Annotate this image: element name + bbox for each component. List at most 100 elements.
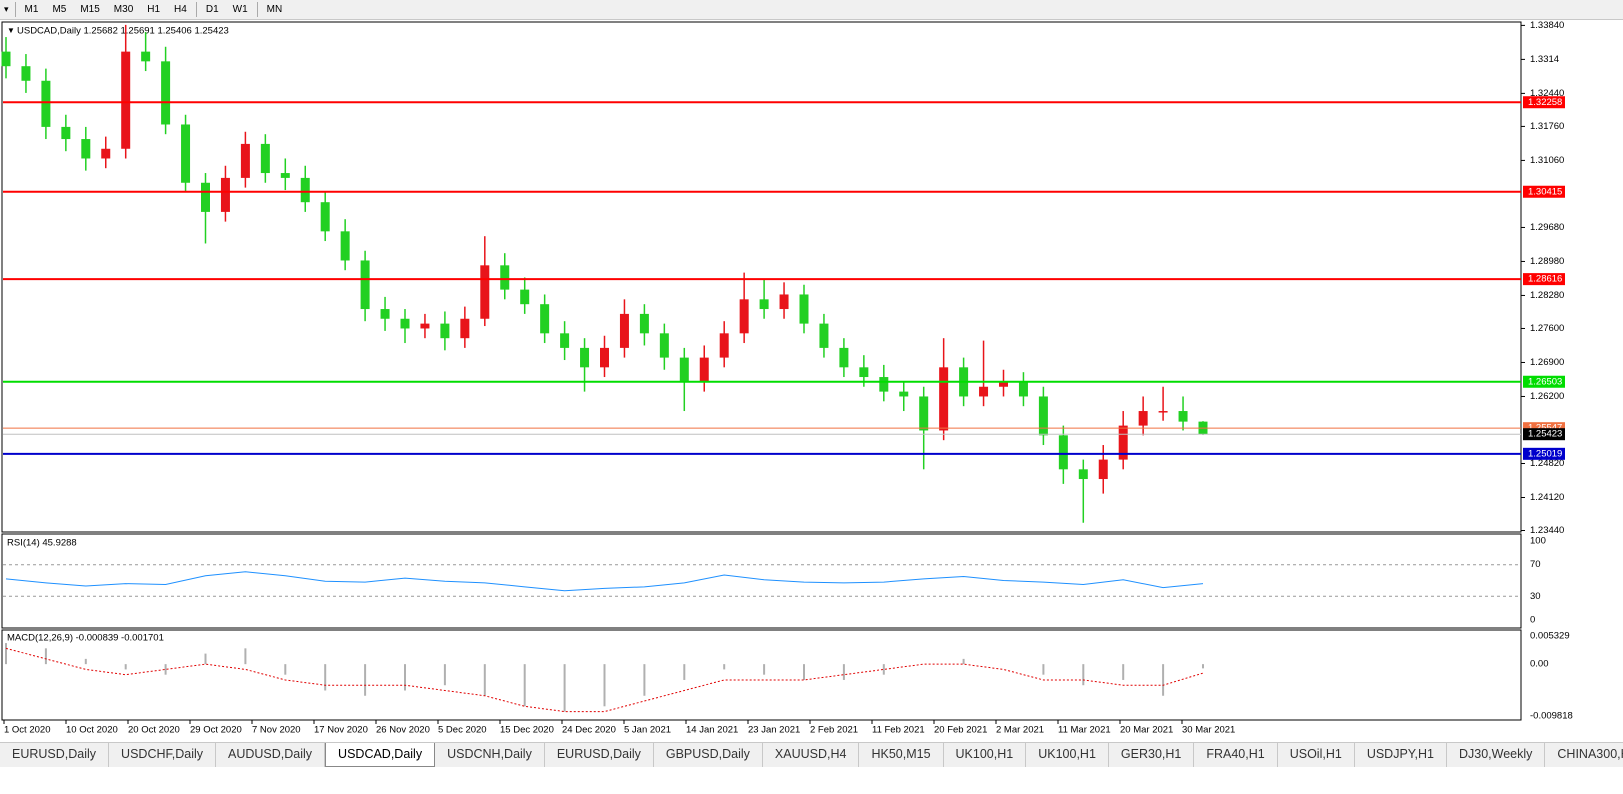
chart-tab[interactable]: EURUSD,Daily [545, 743, 654, 767]
candle-body [560, 333, 570, 348]
timeframe-button[interactable]: M5 [52, 4, 67, 15]
chart-tab[interactable]: USDJPY,H1 [1355, 743, 1447, 767]
candle-body [1158, 411, 1168, 413]
chart-tab[interactable]: USOil,H1 [1278, 743, 1355, 767]
price-level-label: 1.25019 [1528, 448, 1562, 459]
timeframe-button[interactable]: W1 [232, 4, 248, 15]
timeframe-button[interactable]: D1 [205, 4, 219, 15]
candle-body [719, 333, 729, 358]
candle-body [21, 66, 31, 81]
timeframe-button[interactable]: M30 [113, 4, 134, 15]
x-tick-label: 24 Dec 2020 [562, 725, 616, 736]
macd-bar [1082, 664, 1085, 686]
candle-body [899, 391, 909, 397]
macd-bar [643, 664, 646, 696]
chart-title: USDCAD,Daily 1.25682 1.25691 1.25406 1.2… [17, 26, 229, 37]
candle-body [1118, 425, 1128, 460]
x-tick-label: 17 Nov 2020 [314, 725, 368, 736]
timeframe-button[interactable]: H4 [174, 4, 187, 15]
rsi-panel [1, 533, 1522, 629]
chart-tab[interactable]: UK100,H1 [1026, 743, 1109, 767]
candle-body [201, 182, 210, 212]
chart-tab[interactable]: FRA40,H1 [1194, 743, 1278, 767]
x-tick-label: 15 Dec 2020 [500, 725, 554, 736]
candle-body [939, 367, 949, 431]
chart: ▼ USDCAD,Daily 1.25682 1.25691 1.25406 1… [1, 20, 1573, 736]
chart-tab[interactable]: CHINA300,H1 [1545, 743, 1623, 767]
chart-tab[interactable]: HK50,M15 [859, 743, 944, 767]
macd-bar [962, 658, 965, 665]
rsi-tick-label: 70 [1530, 559, 1541, 570]
candle-body [759, 299, 769, 310]
candle-body [1178, 411, 1188, 422]
candle-body [1018, 381, 1028, 397]
background [0, 767, 1623, 794]
separator [256, 2, 258, 17]
macd-panel [1, 629, 1522, 721]
rsi-line [5, 571, 1204, 592]
macd-bar [5, 643, 7, 665]
candle-body [181, 124, 191, 183]
candle-body [979, 386, 989, 397]
timeframe-button[interactable]: H1 [147, 4, 161, 15]
chart-tab[interactable]: USDCNH,Daily [435, 743, 545, 767]
y-tick-label: 1.29680 [1530, 222, 1564, 233]
chart-tab[interactable]: USDCHF,Daily [109, 743, 216, 767]
x-tick-label: 11 Mar 2021 [1058, 725, 1111, 736]
price-level-tag [1523, 428, 1565, 441]
candle-body [360, 260, 370, 310]
candle-body [679, 357, 689, 382]
candle-body [699, 357, 709, 382]
title-arrow: ▼ [7, 26, 15, 35]
macd-bar [483, 664, 486, 696]
candle-body [520, 289, 530, 305]
macd-bar [1202, 664, 1204, 669]
macd-bar [84, 658, 87, 665]
y-tick-label: 1.24820 [1530, 458, 1564, 469]
chart-tab[interactable]: EURUSD,Daily [0, 743, 110, 767]
candle-body [580, 347, 590, 368]
candle-body [919, 396, 929, 431]
candle-body [440, 323, 450, 339]
y-tick-label: 1.28980 [1530, 256, 1564, 267]
candle-body [400, 318, 410, 329]
y-tick-label: 1.26900 [1530, 357, 1564, 368]
macd-bar [603, 664, 606, 707]
x-tick-label: 2 Mar 2021 [996, 725, 1044, 736]
candle-body [460, 318, 470, 339]
menu-arrow[interactable]: ▾ [4, 4, 9, 14]
rsi-tick-label: 100 [1530, 536, 1546, 547]
x-tick-label: 20 Oct 2020 [128, 725, 180, 736]
timeframe-button[interactable]: MN [266, 4, 283, 15]
macd-tick-label: 0.005329 [1530, 631, 1570, 642]
macd-bar [44, 648, 47, 665]
candle-body [779, 294, 789, 310]
candle-body [340, 231, 350, 261]
chart-tab[interactable]: UK100,H1 [944, 743, 1027, 767]
price-level-tag [1523, 96, 1565, 109]
chart-tab[interactable]: AUDUSD,Daily [216, 743, 326, 767]
chart-tab[interactable]: XAUUSD,H4 [763, 743, 860, 767]
timeframe-button[interactable]: M15 [80, 4, 100, 15]
macd-tick-label: -0.009818 [1530, 710, 1573, 721]
candle-body [999, 381, 1008, 387]
candle-body [300, 177, 310, 203]
candle-body [41, 80, 51, 127]
candle-body [739, 299, 749, 334]
candle-body [61, 126, 71, 140]
rsi-title: RSI(14) 45.9288 [7, 538, 77, 549]
candle-body [240, 143, 250, 178]
timeframe-button[interactable]: M1 [24, 4, 39, 15]
chart-tab[interactable]: USDCAD,Daily [325, 743, 436, 767]
x-tick-label: 7 Nov 2020 [252, 725, 301, 736]
macd-bar [124, 664, 127, 670]
price-level-tag [1523, 273, 1565, 286]
macd-bar [803, 664, 805, 680]
chart-tab[interactable]: GER30,H1 [1109, 743, 1195, 767]
chart-tab[interactable]: GBPUSD,Daily [654, 743, 763, 767]
macd-bar [404, 664, 406, 691]
chart-tab[interactable]: DJ30,Weekly [1447, 743, 1546, 767]
chart-tabs: EURUSD,Daily USDCHF,Daily AUDUSD,Daily USDC… [0, 742, 1623, 767]
candle-body [101, 148, 111, 159]
y-tick-label: 1.31760 [1530, 121, 1564, 132]
